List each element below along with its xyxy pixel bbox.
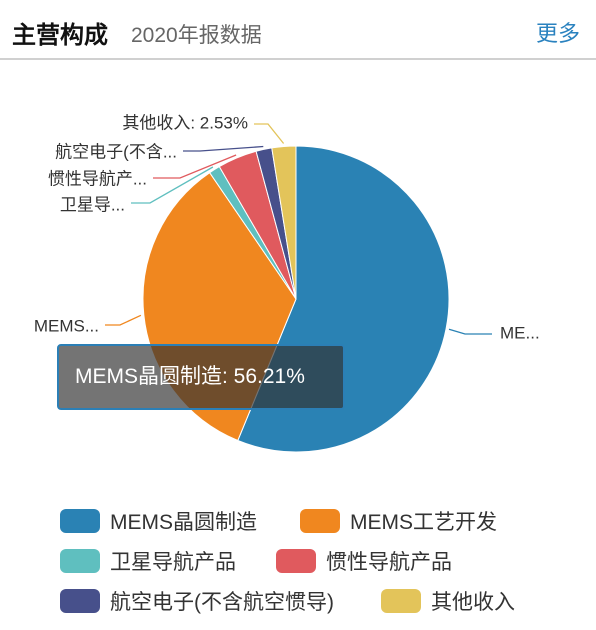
section-title: 主营构成 <box>12 22 108 49</box>
slice-label: 其他收入: 2.53% <box>122 113 248 132</box>
legend-label: 卫星导航产品 <box>110 551 236 574</box>
legend-item[interactable]: MEMS晶圆制造 <box>60 506 257 536</box>
more-link[interactable]: 更多 <box>535 21 580 46</box>
legend-label: 航空电子(不含航空惯导) <box>110 591 334 614</box>
label-line <box>153 154 237 179</box>
legend-item[interactable]: 卫星导航产品 <box>60 546 236 576</box>
legend-swatch <box>60 509 100 533</box>
legend-item[interactable]: 其他收入 <box>381 586 515 616</box>
chart-tooltip: MEMS晶圆制造: 56.21% <box>57 344 345 410</box>
label-line <box>254 123 285 144</box>
legend-swatch <box>60 549 100 573</box>
legend-swatch <box>381 589 421 613</box>
section-subtitle: 2020年报数据 <box>131 24 262 47</box>
legend-label: MEMS晶圆制造 <box>110 511 257 534</box>
slice-label: 卫星导... <box>60 195 125 214</box>
legend-item[interactable]: 惯性导航产品 <box>276 546 452 576</box>
slice-label: ME... <box>500 323 540 342</box>
legend-label: MEMS工艺开发 <box>350 511 497 534</box>
pie-chart: ME... MEMS... 卫星导... 惯性导航产... 航空电子(不含... 其他收入… <box>34 113 540 453</box>
slice-label: MEMS... <box>34 316 99 335</box>
slice-label: 航空电子(不含... <box>55 142 177 161</box>
legend-label: 其他收入 <box>431 591 515 614</box>
legend-swatch <box>60 589 100 613</box>
legend-label: 惯性导航产品 <box>326 551 452 574</box>
section-header: 主营构成 2020年报数据 更多 <box>0 0 596 60</box>
slice-label: 惯性导航产... <box>48 169 147 188</box>
pie-slice[interactable] <box>271 145 297 300</box>
label-line <box>183 145 264 152</box>
label-line <box>131 166 214 204</box>
label-line <box>448 328 492 335</box>
legend-item[interactable]: 航空电子(不含航空惯导) <box>60 586 334 616</box>
label-line <box>105 314 142 326</box>
legend-item[interactable]: MEMS工艺开发 <box>300 506 497 536</box>
legend-swatch <box>300 509 340 533</box>
legend-swatch <box>276 549 316 573</box>
